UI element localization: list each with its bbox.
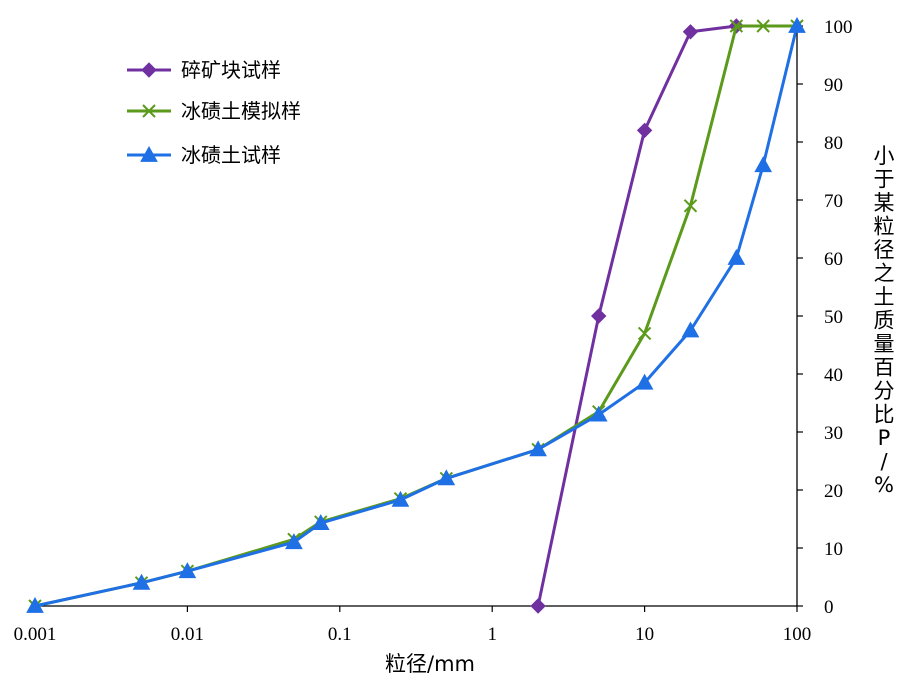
data-point-diamond — [141, 62, 157, 78]
x-tick-label: 10 — [635, 624, 654, 645]
y-tick-label: 0 — [824, 597, 834, 618]
data-point-x — [729, 19, 744, 33]
data-point-diamond — [530, 598, 546, 614]
data-point-triangle — [681, 321, 700, 338]
data-point-triangle — [788, 16, 806, 33]
y-tick-label: 60 — [824, 249, 843, 270]
legend-label: 冰碛土模拟样 — [181, 99, 301, 123]
data-point-triangle — [140, 145, 158, 162]
y-tick-label: 90 — [824, 75, 843, 96]
data-point-triangle — [635, 373, 654, 390]
data-point-triangle — [26, 596, 44, 613]
data-point-diamond — [682, 24, 699, 40]
data-point-diamond — [591, 308, 607, 324]
x-axis-title: 粒径/mm — [385, 652, 475, 676]
data-point-x — [637, 326, 652, 341]
y-tick-label: 40 — [824, 365, 843, 386]
data-point-triangle — [529, 440, 547, 457]
series-0 — [530, 18, 745, 614]
legend-label: 碎矿块试样 — [181, 58, 281, 82]
legend-item-1: 冰碛土模拟样 — [127, 99, 301, 123]
data-point-triangle — [311, 514, 330, 530]
data-point-diamond — [636, 122, 653, 139]
series-2 — [26, 16, 806, 613]
y-tick-label: 70 — [824, 191, 843, 212]
series-line — [34, 24, 797, 608]
x-tick-label: 0.001 — [14, 624, 57, 645]
data-point-triangle — [437, 469, 456, 486]
data-point-triangle — [391, 490, 410, 507]
legend-label: 冰碛土试样 — [181, 143, 281, 167]
data-point-triangle — [589, 405, 608, 422]
data-point-triangle — [727, 248, 746, 265]
x-tick-label: 1 — [487, 624, 497, 645]
series-layer — [26, 16, 806, 614]
data-point-x — [756, 19, 770, 33]
x-tick-label: 0.1 — [328, 624, 352, 645]
data-point-triangle — [285, 533, 303, 550]
data-point-triangle — [132, 573, 151, 590]
y-tick-label: 10 — [824, 539, 843, 560]
x-tick-label: 0.01 — [171, 624, 204, 645]
y-tick-label: 30 — [824, 423, 843, 444]
y-tick-label: 20 — [824, 481, 843, 502]
legend-item-2: 冰碛土试样 — [127, 143, 281, 167]
data-point-x — [142, 104, 156, 118]
series-line — [34, 25, 799, 608]
series-1 — [28, 19, 804, 613]
axes: 0.001 0.01 0.1 1 10 100 0 10 20 30 40 50 60 70 80 90 100… — [14, 17, 895, 676]
y-tick-label: 80 — [824, 133, 843, 154]
x-tick-label: 100 — [783, 624, 812, 645]
y-tick-label: 50 — [824, 307, 843, 328]
legend-item-0: 碎矿块试样 — [127, 58, 281, 82]
data-point-triangle — [754, 156, 773, 173]
data-point-x — [683, 199, 698, 213]
y-tick-label: 100 — [824, 17, 853, 38]
series-line — [536, 24, 737, 607]
y-axis-title: 小于某粒径之土质量百分比 P /% — [874, 144, 895, 497]
data-point-triangle — [178, 562, 197, 579]
